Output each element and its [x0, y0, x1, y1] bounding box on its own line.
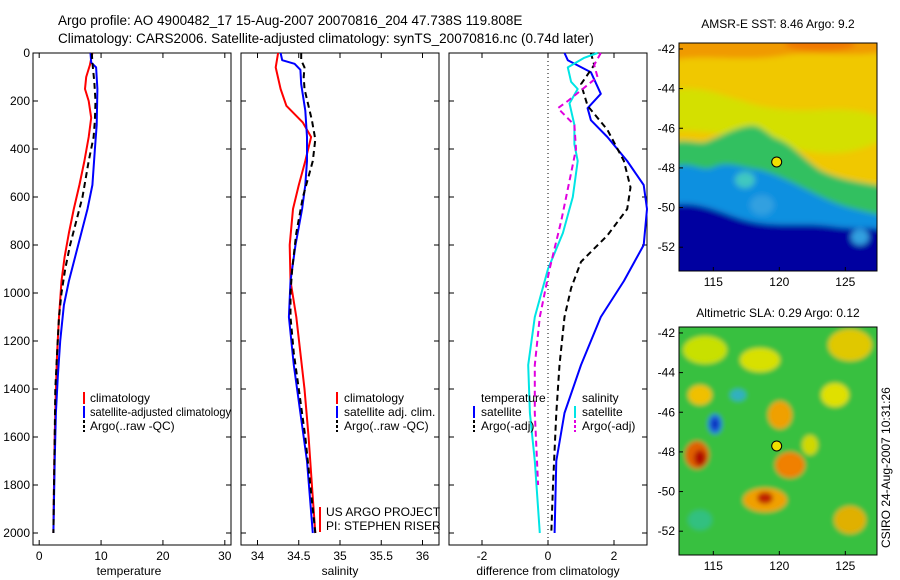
- y-tick-label: 600: [10, 190, 30, 204]
- x-tick-label: 0: [36, 549, 43, 563]
- sla-map-panel: Altimetric SLA: 0.29 Argo: 0.12: [658, 306, 878, 573]
- map-y-tick-label: -42: [658, 42, 676, 56]
- legend-label-argo: Argo(..raw -QC): [344, 419, 429, 433]
- header-line-1: Argo profile: AO 4900482_17 15-Aug-2007 …: [58, 13, 522, 28]
- y-tick-label: 1800: [3, 478, 30, 492]
- header-line-2: Climatology: CARS2006. Satellite-adjuste…: [58, 31, 594, 46]
- map-y-tick-label: -50: [658, 201, 676, 215]
- sst-map-axes: 115 120 125 -42 -44 -46 -48 -50 -52: [658, 42, 856, 289]
- x-tick-label: 34: [251, 549, 265, 563]
- legend-label-sal-satellite: satellite: [582, 405, 623, 419]
- x-tick-label: 20: [156, 549, 170, 563]
- salinity-plot: 34 34.5 35 35.5 36: [241, 52, 439, 563]
- credits-line-1: US ARGO PROJECT: [326, 505, 441, 519]
- map-x-tick-label: 120: [769, 275, 789, 289]
- map-x-tick-label: 115: [704, 559, 723, 573]
- sst-map-title: AMSR-E SST: 8.46 Argo: 9.2: [701, 17, 855, 31]
- legend-label-sal-argo: Argo(-adj): [582, 419, 635, 433]
- y-tick-label: 1400: [3, 382, 30, 396]
- map-y-tick-label: -46: [658, 121, 676, 135]
- legend-heading-salinity: salinity: [582, 391, 619, 405]
- salinity-xlabel: salinity: [322, 564, 359, 578]
- map-y-tick-label: -52: [658, 524, 676, 538]
- legend-label-climatology: climatology: [344, 391, 404, 405]
- difference-axes-box: [448, 52, 648, 546]
- sla-map-axes: 115 120 125 -42 -44 -46 -48 -50 -52: [658, 326, 856, 573]
- map-y-tick-label: -48: [658, 161, 676, 175]
- series-line-black: [289, 53, 317, 534]
- map-y-tick-label: -46: [658, 405, 676, 419]
- x-tick-label: 30: [218, 549, 232, 563]
- map-y-tick-label: -52: [658, 240, 676, 254]
- map-y-tick-label: -44: [658, 82, 676, 96]
- difference-legend: temperature satellite Argo(-adj) salinit…: [473, 391, 635, 433]
- y-tick-label: 1200: [3, 334, 30, 348]
- series-line-red: [52, 52, 94, 534]
- map-x-tick-label: 120: [769, 559, 789, 573]
- legend-label-temp-satellite: satellite: [481, 405, 522, 419]
- x-tick-label: -2: [477, 549, 488, 563]
- y-tick-label: 1600: [3, 430, 30, 444]
- map-y-tick-label: -44: [658, 366, 676, 380]
- temperature-xlabel: temperature: [97, 564, 162, 578]
- series-line-black: [52, 52, 97, 534]
- series-line-cyan: [527, 52, 598, 534]
- difference-plot: -2 0 2: [449, 52, 648, 563]
- series-line-blue: [553, 52, 648, 534]
- sst-heatmap: [679, 43, 877, 271]
- sla-map-frame: [678, 326, 878, 556]
- x-tick-label: 34.5: [287, 549, 311, 563]
- legend-label-argo: Argo(..raw -QC): [90, 419, 175, 433]
- y-tick-label: 400: [10, 142, 30, 156]
- credits-line-2: PI: STEPHEN RISER: [326, 519, 441, 533]
- salinity-legend: climatology satellite adj. clim. Argo(..…: [336, 391, 435, 433]
- legend-label-satellite-adj: satellite adj. clim.: [344, 405, 435, 419]
- x-tick-label: 0: [545, 549, 552, 563]
- map-y-tick-label: -48: [658, 445, 676, 459]
- map-y-tick-label: -50: [658, 485, 676, 499]
- x-tick-label: 2: [611, 549, 618, 563]
- legend-label-climatology: climatology: [90, 391, 150, 405]
- sst-map-panel: AMSR-E SST: 8.46 Argo: 9.2 115 120 125 -42 -…: [658, 17, 878, 289]
- temperature-plot: 0 10 20 30 0 200 400 600 800 1000 1200 1400 1600 1800…: [3, 46, 232, 563]
- legend-heading-temperature: temperature: [481, 391, 546, 405]
- x-tick-label: 35.5: [370, 549, 394, 563]
- difference-xlabel: difference from climatology: [476, 564, 619, 578]
- series-line-magenta: [533, 52, 602, 486]
- argo-float-marker: [771, 440, 783, 452]
- map-x-tick-label: 115: [704, 275, 723, 289]
- y-tick-label: 800: [10, 238, 30, 252]
- series-line-black: [550, 52, 632, 534]
- map-x-tick-label: 125: [835, 275, 855, 289]
- x-tick-label: 10: [94, 549, 108, 563]
- legend-label-satellite-adjusted: satellite-adjusted climatology: [90, 405, 231, 419]
- temperature-panel: 0 10 20 30 0 200 400 600 800 1000 1200 1400 1600 1800…: [3, 46, 232, 578]
- salinity-axes-box: [240, 52, 440, 546]
- argo-float-marker: [771, 156, 783, 168]
- y-tick-label: 1000: [3, 286, 30, 300]
- y-tick-label: 2000: [3, 526, 30, 540]
- legend-label-temp-argo: Argo(-adj): [481, 419, 534, 433]
- x-tick-label: 35: [333, 549, 347, 563]
- temperature-legend: climatology satellite-adjusted climatolo…: [83, 391, 231, 433]
- map-y-tick-label: -42: [658, 326, 676, 340]
- sla-map-title: Altimetric SLA: 0.29 Argo: 0.12: [696, 306, 860, 320]
- temperature-axes-box: [32, 52, 232, 546]
- timestamp-vertical: CSIRO 24-Aug-2007 10:31:26: [879, 387, 893, 548]
- series-line-red: [274, 52, 317, 534]
- y-tick-label: 0: [23, 46, 30, 60]
- sst-map-frame: [678, 42, 878, 272]
- x-tick-label: 36: [416, 549, 430, 563]
- map-x-tick-label: 125: [835, 559, 855, 573]
- y-tick-label: 200: [10, 94, 30, 108]
- difference-panel: -2 0 2 difference from climatology tempera…: [448, 52, 648, 578]
- series-line-blue: [52, 52, 99, 534]
- salinity-panel: 34 34.5 35 35.5 36 salinity climatology sate…: [240, 52, 441, 578]
